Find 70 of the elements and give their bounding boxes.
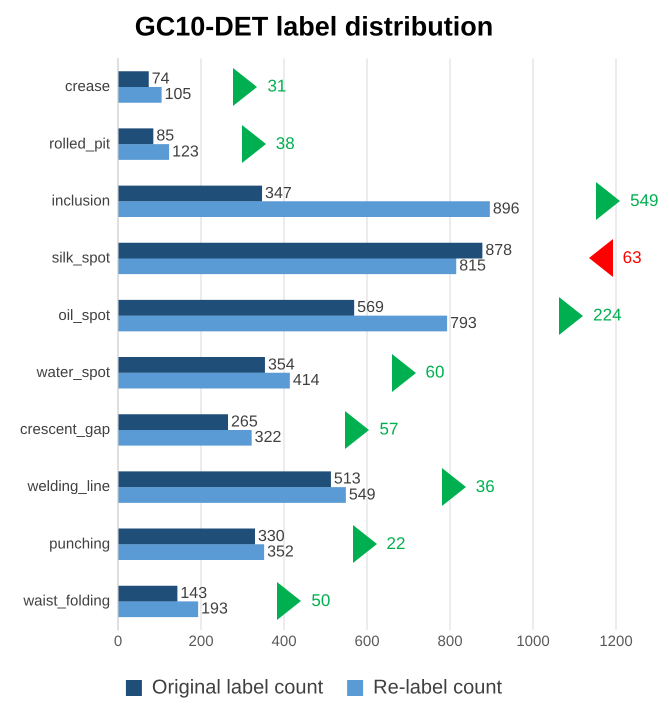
data-label: 193 [201,600,228,618]
annotation: 50 [311,591,330,610]
bar [118,316,448,332]
y-tick-label: water_spot [36,364,111,381]
annotation: 22 [386,534,406,553]
y-tick-label: punching [49,535,110,552]
data-label: 85 [156,128,174,145]
bar [118,86,162,103]
annotation: 549 [630,190,658,210]
annotation: 38 [276,134,295,153]
bar [118,414,228,430]
data-label: 322 [254,429,282,446]
x-tick-label: 0 [114,633,122,650]
bar [118,487,346,503]
data-label: 347 [265,184,292,202]
bar [118,601,198,618]
x-tick-label: 200 [188,633,214,650]
y-tick-label: waist_folding [22,592,110,610]
x-tick-label: 800 [438,633,463,650]
x-tick-label: 1200 [599,633,633,650]
bar [118,586,178,602]
y-tick-label: welding_line [26,478,110,496]
annotation: 57 [379,420,398,439]
x-tick-label: 1000 [516,633,550,650]
y-tick-label: crease [65,78,110,96]
data-label: 878 [485,242,512,260]
data-label: 513 [334,470,361,488]
data-label: 265 [231,413,258,430]
bar [118,357,265,373]
y-tick-label: crescent_gap [20,421,110,438]
bar [118,372,290,388]
data-label: 105 [164,86,192,104]
bar [118,71,149,87]
bar [118,300,354,316]
x-tick-label: 600 [354,633,380,650]
annotation: 224 [593,305,622,324]
bar [118,471,331,488]
bar [118,242,482,258]
data-label: 414 [292,372,320,390]
bar [118,430,252,446]
data-label: 354 [268,356,295,374]
data-label: 352 [267,544,294,561]
y-tick-label: silk_spot [52,250,111,267]
bar [118,201,490,218]
legend-label: Original label count [152,676,324,699]
bar [118,186,262,202]
data-label: 896 [492,200,520,218]
data-label: 143 [180,584,208,602]
bar [118,544,264,560]
chart-title: GC10-DET label distribution [134,12,494,42]
annotation: 60 [426,362,444,382]
bar [118,128,154,144]
data-label: 74 [152,70,170,88]
data-label: 793 [450,314,477,332]
y-tick-label: inclusion [52,192,110,210]
data-label: 549 [348,486,376,504]
legend-label: Re-label count [373,676,503,699]
annotation: 36 [476,476,495,496]
y-tick-label: rolled_pit [49,135,111,152]
data-label: 569 [357,299,384,316]
bar [118,528,255,544]
bar [118,258,456,274]
bar [118,144,170,160]
x-tick-label: 400 [272,633,297,650]
data-label: 330 [258,528,285,545]
y-tick-label: oil_spot [58,306,111,324]
data-label: 123 [172,143,199,160]
data-label: 815 [459,258,486,275]
annotation: 31 [267,76,286,96]
annotation: 63 [622,248,642,268]
